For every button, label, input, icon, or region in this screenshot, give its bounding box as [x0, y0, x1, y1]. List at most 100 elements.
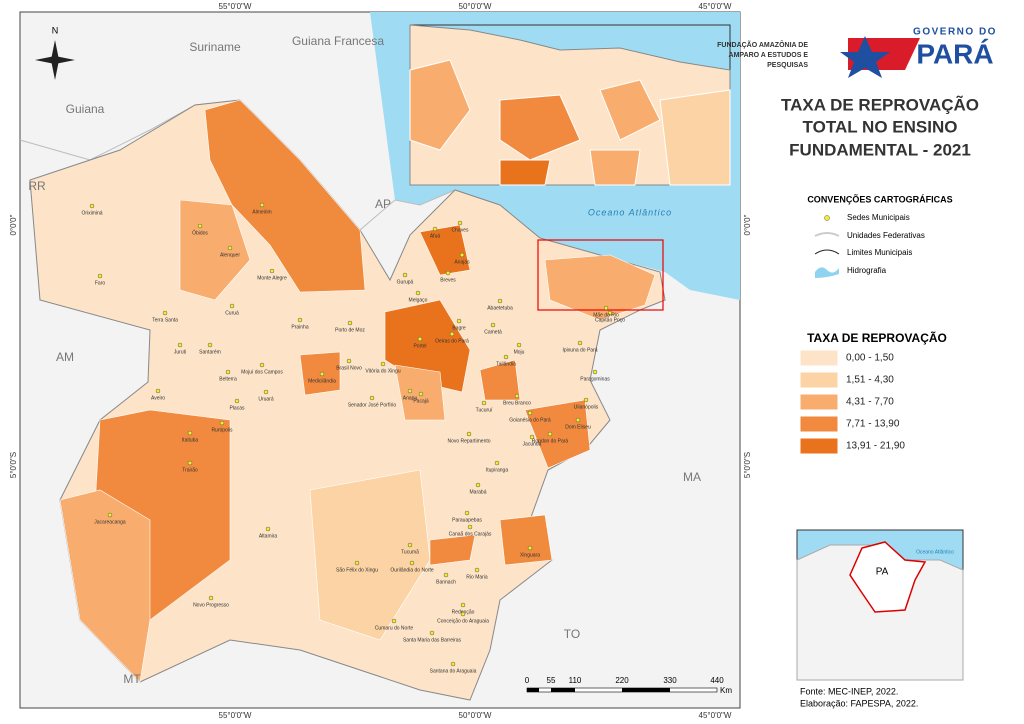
municipal-seat — [527, 410, 533, 416]
legend-label: 7,71 - 13,90 — [846, 419, 900, 430]
convention-item: Unidades Federativas — [847, 231, 925, 240]
graticule-label: 55°0'0"W — [219, 2, 252, 11]
municipality-label: Tucumã — [401, 549, 419, 555]
municipal-seat — [162, 310, 168, 316]
municipal-seat — [460, 611, 466, 617]
municipality — [179, 199, 251, 301]
north-arrow: N — [35, 25, 75, 80]
scale-unit: Km — [720, 686, 732, 695]
title-line: FUNDAMENTAL - 2021 — [789, 140, 971, 159]
scale-label: 440 — [710, 676, 724, 685]
neighbor-label: MA — [683, 470, 701, 484]
municipality — [479, 359, 521, 401]
municipal-seat — [89, 203, 95, 209]
municipality-label: Rio Maria — [466, 574, 488, 580]
municipality-label: Tucuruí — [476, 407, 493, 413]
municipal-seat — [380, 361, 386, 367]
municipal-seat — [225, 369, 231, 375]
municipality-label: Santarém — [199, 349, 221, 355]
legend-swatch — [799, 349, 839, 367]
locator-ocean: Oceano Atlântico — [916, 549, 954, 555]
neighbor-label: AP — [375, 197, 391, 211]
graticule-label: 0°0'0" — [9, 214, 18, 235]
municipal-seat — [227, 245, 233, 251]
municipal-seat — [432, 226, 438, 232]
municipality-label: Brasil Novo — [336, 365, 362, 371]
municipal-seat — [494, 460, 500, 466]
uf-symbol — [814, 232, 840, 237]
legend-swatch — [799, 437, 839, 455]
municipal-seat — [187, 430, 193, 436]
municipal-seat — [603, 305, 609, 311]
municipality-label: Goianésia do Pará — [509, 417, 551, 423]
municipality-label: Portel — [413, 343, 426, 349]
municipality-label: Canaã dos Carajás — [449, 531, 492, 537]
municipality-label: Mojuí dos Campos — [241, 369, 283, 375]
gov-label: GOVERNO DO — [913, 27, 997, 38]
municipal-seat — [429, 630, 435, 636]
municipal-seat — [259, 202, 265, 208]
municipal-seat — [297, 317, 303, 323]
neighbor-label: AM — [56, 350, 74, 364]
municipality-label: Oeiras do Pará — [435, 338, 469, 344]
neighbor-label: Guiana — [66, 102, 105, 116]
municipality-label: Breves — [440, 277, 456, 283]
locator-para — [849, 541, 927, 613]
municipality-label: Medicilândia — [308, 378, 336, 384]
municipality-label: Alenquer — [220, 252, 240, 258]
inset-land — [409, 24, 731, 186]
municipality-label: Anajás — [454, 259, 470, 265]
municipality-label: Tailândia — [496, 361, 516, 367]
municipality-label: Capitão Poço — [595, 317, 625, 323]
municipal-seat — [409, 560, 415, 566]
locator-map: PA Oceano Atlântico — [796, 529, 964, 681]
municipal-seat — [516, 342, 522, 348]
municipality-label: Juruti — [174, 349, 186, 355]
municipality-label: Conceição do Araguaia — [437, 618, 489, 624]
municipal-seat — [107, 512, 113, 518]
municipality-label: Rurópolis — [211, 427, 233, 433]
municipal-seat — [369, 395, 375, 401]
neighbor-label: Guiana Francesa — [292, 34, 384, 48]
municipality-label: Marabá — [470, 489, 487, 495]
title-line: TOTAL NO ENSINO — [803, 117, 958, 136]
municipality-label: Jacundá — [523, 441, 542, 447]
municipality-label: Rondon do Pará — [532, 438, 569, 444]
municipal-seat — [575, 417, 581, 423]
graticule-label: 0°0'0" — [743, 214, 752, 235]
ocean-label: Oceano Atlântico — [588, 207, 672, 217]
municipality — [204, 99, 366, 293]
municipality-label: Moju — [514, 349, 525, 355]
municipality-label: Breu Branco — [503, 400, 531, 406]
inset-municipality — [589, 149, 641, 186]
municipality — [309, 469, 431, 641]
municipality-label: Novo Progresso — [193, 602, 229, 608]
locator-label: PA — [876, 567, 889, 578]
municipality-label: Ourilândia do Norte — [390, 567, 434, 573]
municipal-seat — [415, 290, 421, 296]
municipal-seat — [219, 420, 225, 426]
inset-municipality — [499, 94, 581, 161]
municipality-label: Ulianópolis — [574, 404, 599, 410]
scale-label: 220 — [615, 676, 629, 685]
municipal-seat — [97, 273, 103, 279]
legend-label: 1,51 - 4,30 — [846, 375, 894, 386]
municipality-label: Abaetetuba — [487, 305, 513, 311]
municipality-label: Altamira — [259, 533, 278, 539]
scale-label: 55 — [547, 676, 556, 685]
municipality — [419, 224, 471, 276]
municipality-label: Uruará — [258, 396, 274, 402]
locator-land — [796, 544, 964, 681]
municipality-label: Senador José Porfírio — [348, 402, 397, 408]
neighbor-label: MT — [123, 672, 141, 686]
municipal-seat — [177, 342, 183, 348]
inset-municipality — [499, 159, 551, 186]
convention-item: Sedes Municipais — [847, 213, 910, 222]
municipal-seat — [527, 545, 533, 551]
municipality-label: Paragominas — [580, 376, 610, 382]
top-inset — [409, 24, 731, 186]
municipal-seat — [450, 661, 456, 667]
legend-heading: TAXA DE REPROVAÇÃO — [807, 330, 947, 345]
municipality-label: Itupiranga — [486, 467, 508, 473]
municipality — [429, 534, 476, 566]
